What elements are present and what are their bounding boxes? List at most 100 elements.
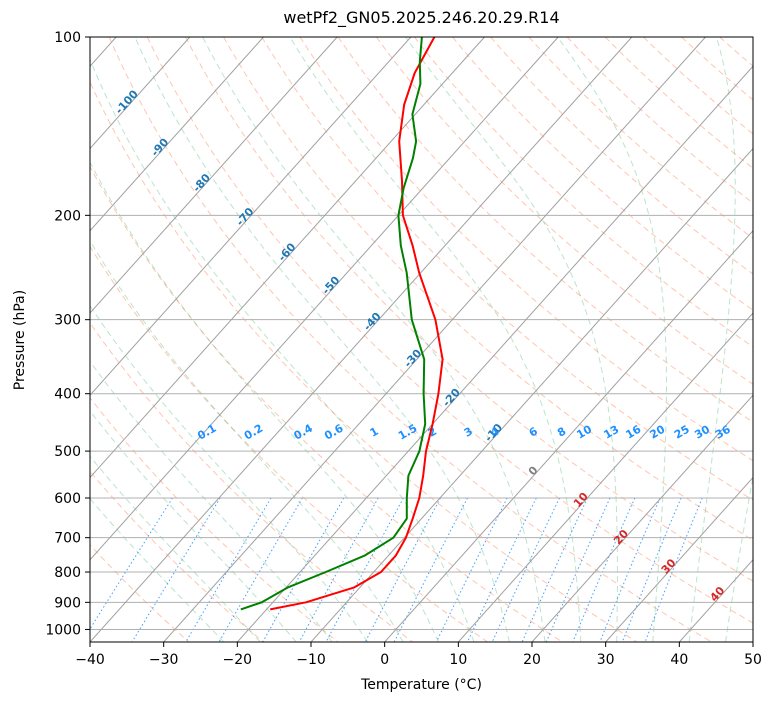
dry-adiabat	[758, 37, 775, 642]
mixing-ratio-line	[521, 497, 588, 642]
mixing-ratio-label: 0.4	[292, 421, 316, 442]
isotherm	[531, 394, 753, 642]
axes: −40 −30 −20 −10 0 10 20 30 40 5010020030040050060…	[45, 30, 762, 668]
y-tick-label: 300	[54, 313, 81, 329]
dry-adiabat	[566, 37, 753, 204]
dry-adiabat-label: 40	[707, 584, 727, 604]
mixing-ratio-label: 3	[462, 425, 475, 440]
mixing-ratio-line	[325, 497, 404, 642]
isotherm	[163, 37, 706, 642]
dry-adiabat	[223, 37, 753, 541]
dry-adiabat	[90, 470, 264, 642]
mixing-ratio-line	[393, 497, 468, 642]
moist-adiabat	[90, 455, 261, 642]
x-tick-label: −10	[296, 652, 326, 668]
dry-adiabat	[681, 37, 753, 101]
mixing-ratio-line	[298, 497, 379, 642]
x-tick-label: −30	[149, 652, 179, 668]
dry-adiabat-label: 20	[611, 527, 631, 547]
moist-adiabat	[202, 37, 546, 642]
dry-adiabat-label: -100	[113, 87, 141, 116]
y-tick-label: 200	[54, 208, 81, 224]
y-tick-label: 500	[54, 444, 81, 460]
dry-adiabat	[108, 37, 712, 642]
mixing-ratio-line	[131, 497, 221, 642]
mixing-ratio-line	[545, 497, 611, 642]
dry-adiabat	[90, 245, 488, 642]
mixing-ratio-line	[621, 497, 682, 642]
x-tick-label: −40	[75, 652, 105, 668]
mixing-ratio-label: 25	[672, 423, 692, 442]
dry-adiabat	[90, 80, 638, 642]
moist-adiabat	[90, 240, 404, 642]
moist-adiabat	[725, 474, 753, 642]
dewpoint-profile	[240, 37, 427, 611]
dry-adiabat	[90, 322, 414, 642]
isotherm	[90, 37, 191, 150]
dry-adiabat-label: 30	[659, 556, 679, 576]
isotherm	[678, 558, 753, 642]
dry-adiabat	[643, 37, 753, 135]
x-tick-label: −20	[223, 652, 253, 668]
plot-frame	[89, 36, 754, 643]
dry-adiabat-label: -50	[319, 273, 342, 297]
isotherm	[90, 37, 485, 479]
y-tick-label: 1000	[45, 622, 81, 638]
isotherm	[90, 37, 264, 232]
isotherm	[90, 37, 412, 396]
isotherm	[752, 641, 753, 642]
moist-adiabat	[90, 161, 439, 642]
dry-adiabat	[719, 37, 753, 67]
mixing-ratio-label: 8	[555, 425, 568, 440]
isotherm	[90, 37, 633, 642]
mixing-ratio-line	[491, 497, 560, 642]
mixing-ratio-line	[572, 497, 636, 642]
y-tick-label: 600	[54, 491, 81, 507]
y-tick-label: 400	[54, 387, 81, 403]
mixing-ratio-label: 1.5	[396, 422, 419, 443]
dry-adiabat	[490, 37, 753, 275]
mixing-ratio-label: 10	[574, 423, 594, 442]
x-tick-label: 50	[744, 652, 762, 668]
moist-adiabat	[688, 37, 736, 642]
y-tick-label: 800	[54, 565, 81, 581]
moist-adiabat	[289, 37, 582, 642]
dry-adiabat	[146, 37, 753, 624]
moist-adiabat	[90, 498, 225, 642]
temperature-profile	[270, 37, 444, 611]
grid-layer	[90, 37, 775, 642]
isotherm	[310, 147, 753, 642]
dry-adiabat-label: -20	[440, 386, 463, 410]
moist-adiabat	[90, 304, 369, 642]
x-tick-label: 20	[523, 652, 541, 668]
dry-adiabat-label: 10	[571, 490, 591, 510]
dry-adiabat	[299, 37, 753, 462]
y-tick-label: 900	[54, 595, 81, 611]
moist-adiabat	[90, 360, 333, 642]
dry-adiabat	[528, 37, 753, 239]
mixing-ratio-line	[90, 497, 173, 630]
x-tick-label: 0	[380, 652, 389, 668]
dry-adiabat-label: -90	[148, 135, 171, 159]
mixing-ratio-line	[599, 497, 661, 642]
mixing-ratio-label: 0.2	[242, 422, 265, 443]
adiabat-labels: -100-90-80-70-60-50-40-30-20-10010203040…	[113, 87, 733, 604]
isotherm	[605, 476, 753, 642]
mixing-ratio-line	[644, 497, 703, 642]
mixing-ratio-label: 6	[527, 424, 540, 439]
moist-adiabat	[405, 37, 618, 642]
dry-adiabat-label: 0	[526, 464, 541, 479]
mixing-ratio-label: 13	[602, 423, 622, 442]
moist-adiabat	[557, 37, 667, 642]
x-tick-label: 40	[670, 652, 688, 668]
moist-adiabat	[134, 37, 510, 642]
dry-adiabat	[90, 544, 190, 642]
dry-adiabat	[90, 165, 563, 642]
isotherm	[90, 37, 338, 314]
x-tick-label: 10	[449, 652, 467, 668]
dry-adiabat	[604, 37, 753, 169]
mixing-ratio-line	[218, 497, 303, 642]
mixing-ratio-label: 30	[692, 423, 712, 442]
mixing-ratio-label: 1	[368, 425, 381, 440]
